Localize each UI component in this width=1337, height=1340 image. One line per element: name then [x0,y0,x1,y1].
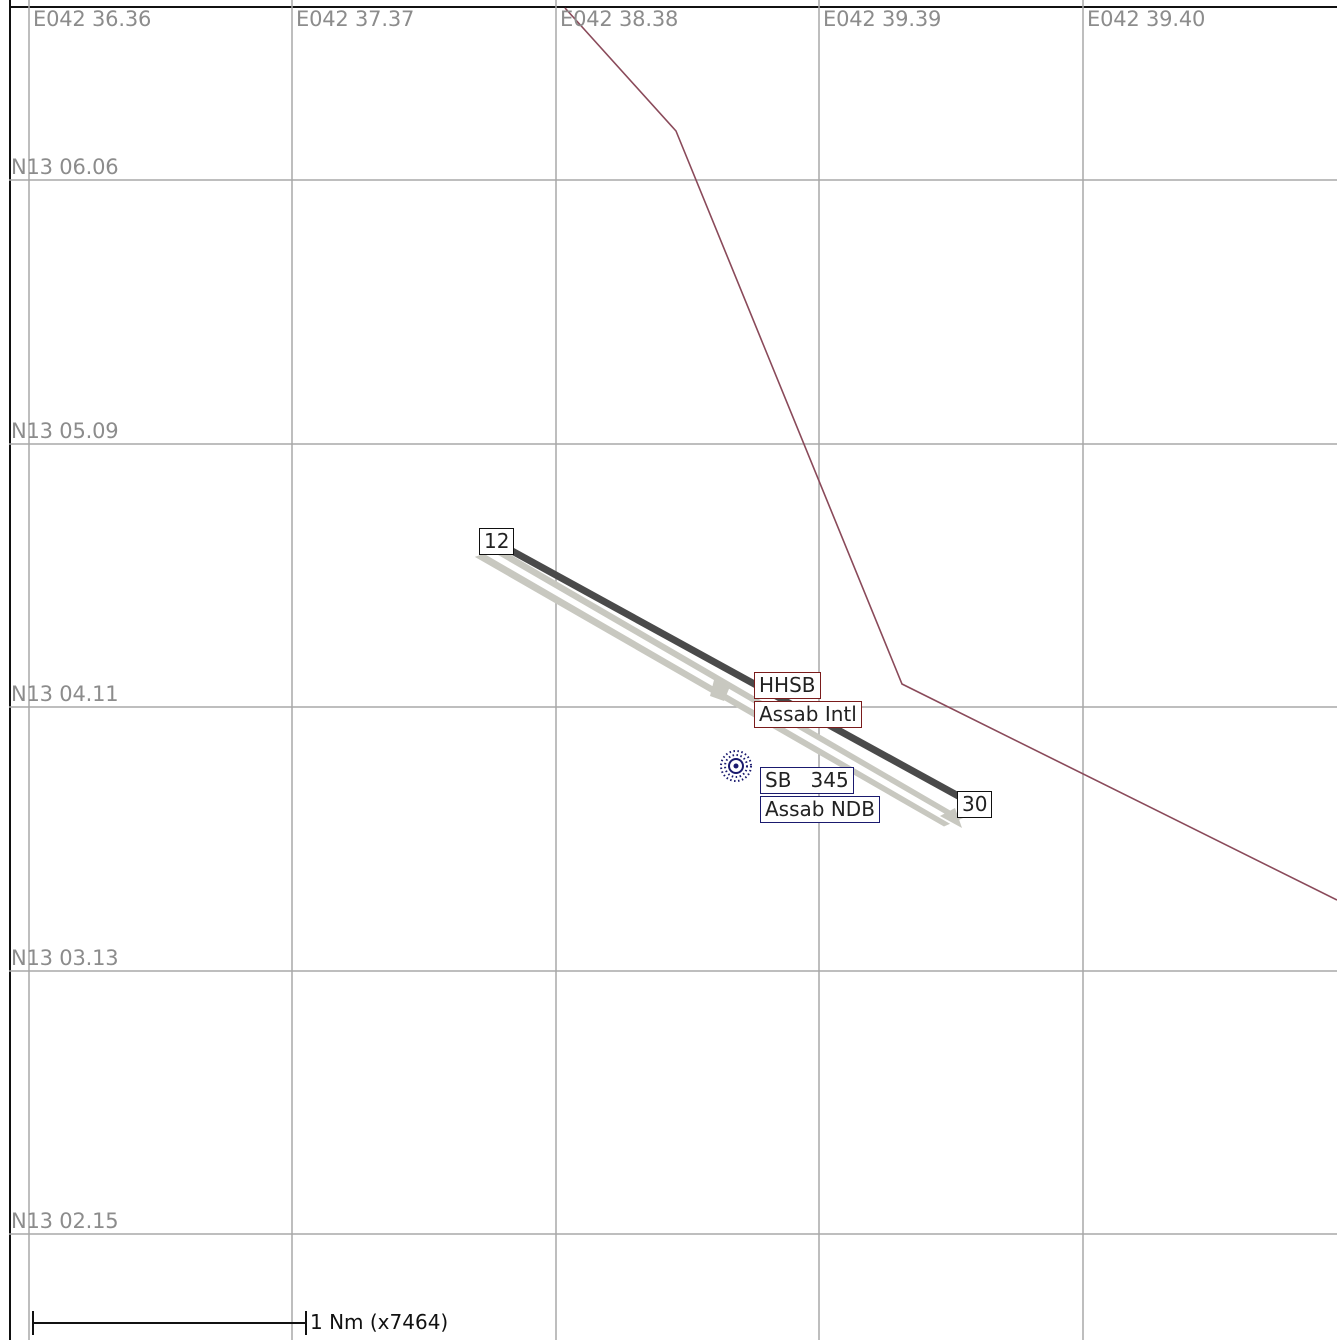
runway-end-30-arrow [940,808,962,828]
lat-label-3: N13 04.11 [11,682,119,706]
runway-marker [710,676,731,701]
lon-label-4: E042 39.39 [823,7,942,31]
map-top-border [9,6,1337,8]
lat-label-4: N13 03.13 [11,946,119,970]
airport-name-label[interactable]: Assab Intl [754,701,862,728]
lat-label-2: N13 05.09 [11,419,119,443]
ndb-ident-label[interactable]: SB 345 [760,767,854,794]
lon-label-5: E042 39.40 [1087,7,1206,31]
airport-icao-label[interactable]: HHSB [754,672,821,699]
boundary-line [564,7,1337,901]
lon-label-1: E042 36.36 [33,7,152,31]
lon-label-3: E042 38.38 [560,7,679,31]
scale-label: 1 Nm (x7464) [310,1310,449,1334]
lat-label-1: N13 06.06 [11,155,119,179]
map-left-border [9,0,11,1340]
ndb-icon[interactable] [720,750,752,782]
lat-label-5: N13 02.15 [11,1209,119,1233]
lon-label-2: E042 37.37 [296,7,415,31]
ndb-name-label[interactable]: Assab NDB [760,796,880,823]
runway-end-30-label[interactable]: 30 [957,791,993,818]
runway-centerline [501,542,964,802]
scale-bar [32,1311,307,1335]
grid-lines [9,0,1337,1340]
runway-end-12-label[interactable]: 12 [479,528,515,555]
runway[interactable] [474,542,964,828]
